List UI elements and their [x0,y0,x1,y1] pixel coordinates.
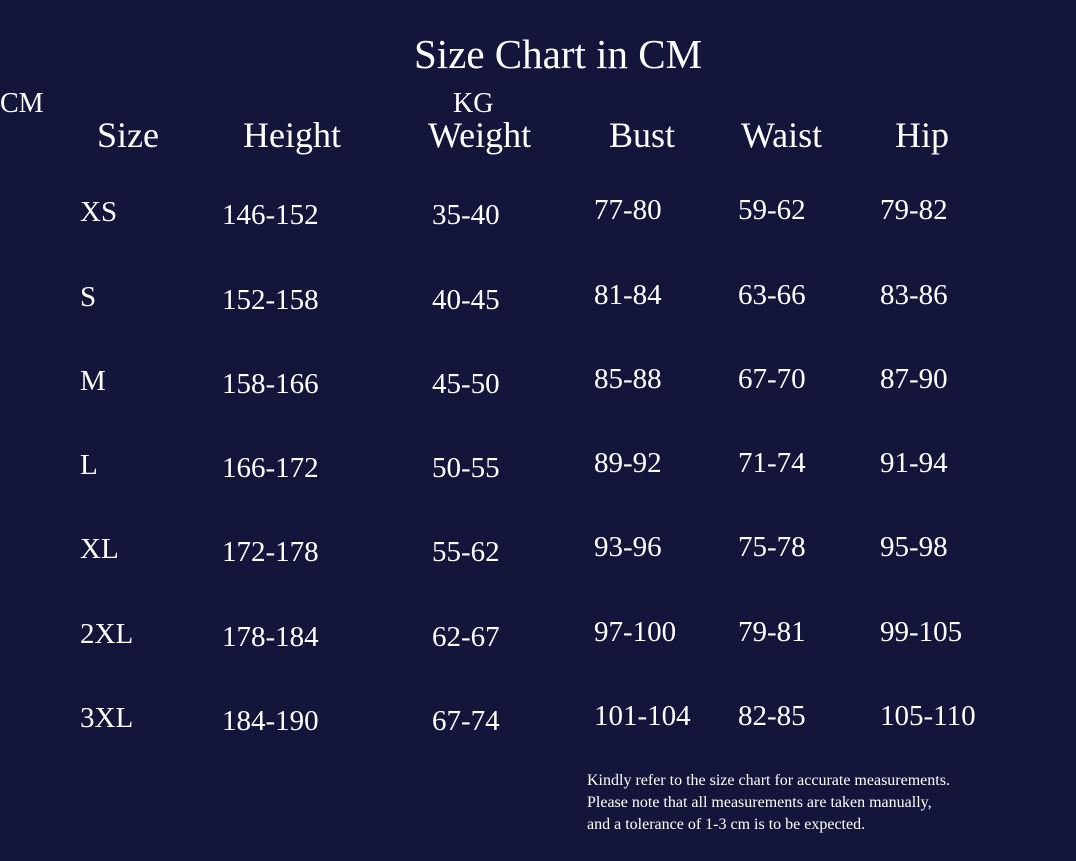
measurement-note: Kindly refer to the size chart for accur… [587,770,950,836]
column-header-waist: Waist [741,115,823,155]
table-cell: 75-78 [738,531,806,563]
size-label: XS [80,196,118,228]
table-cell: 166-172 [222,452,319,484]
size-label: 2XL [80,618,134,650]
column-unit: CM [0,88,44,119]
table-cell: 95-98 [880,531,948,563]
table-cell: 146-152 [222,199,319,231]
table-cell: 101-104 [594,700,691,732]
column-unit: KG [453,88,494,119]
table-cell: 35-40 [432,199,500,231]
column-header-weight: Weight [428,115,532,155]
table-cell: 79-81 [738,616,806,648]
table-cell: 82-85 [738,700,806,732]
table-cell: 45-50 [432,368,500,400]
table-cell: 184-190 [222,705,319,737]
table-cell: 71-74 [738,447,806,479]
table-cell: 85-88 [594,363,662,395]
table-cell: 62-67 [432,621,500,653]
table-cell: 67-70 [738,363,806,395]
table-cell: 89-92 [594,447,662,479]
table-cell: 172-178 [222,536,319,568]
table-cell: 178-184 [222,621,319,653]
page-title: Size Chart in CM [413,31,703,77]
table-cell: 59-62 [738,194,806,226]
note-line: and a tolerance of 1-3 cm is to be expec… [587,816,866,833]
column-header-bust: Bust [609,115,676,155]
table-cell: 79-82 [880,194,948,226]
table-cell: 81-84 [594,279,662,311]
table-cell: 99-105 [880,616,963,648]
table-cell: 67-74 [432,705,500,737]
column-header-height: Height [243,115,341,155]
table-cell: 158-166 [222,368,319,400]
note-line: Kindly refer to the size chart for accur… [587,772,950,789]
table-cell: 87-90 [880,363,948,395]
table-cell: 83-86 [880,279,948,311]
table-cell: 152-158 [222,284,319,316]
table-cell: 63-66 [738,279,806,311]
table-cell: 97-100 [594,616,677,648]
table-cell: 40-45 [432,284,500,316]
table-cell: 105-110 [880,700,976,732]
size-label: M [80,365,106,397]
column-header-hip: Hip [895,115,949,155]
size-label: S [80,281,97,313]
table-cell: 77-80 [594,194,662,226]
size-label: 3XL [80,702,134,734]
table-cell: 50-55 [432,452,500,484]
column-header-size: Size [97,115,159,155]
note-line: Please note that all measurements are ta… [587,794,932,811]
table-cell: 91-94 [880,447,948,479]
size-label: XL [80,533,119,565]
table-cell: 55-62 [432,536,500,568]
table-cell: 93-96 [594,531,662,563]
size-label: L [80,449,98,481]
